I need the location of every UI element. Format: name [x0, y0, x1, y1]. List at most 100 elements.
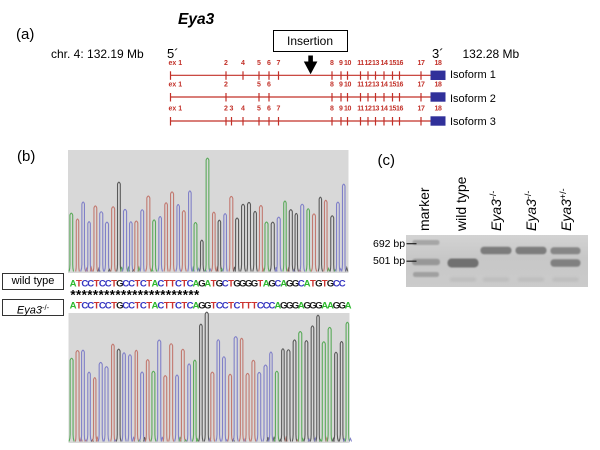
svg-text:C: C [99, 301, 106, 312]
svg-text:T: T [181, 279, 187, 290]
svg-text:T: T [228, 279, 234, 290]
svg-text:A: A [321, 301, 328, 312]
svg-text:C: C [140, 279, 147, 290]
svg-text:A: A [204, 279, 211, 290]
svg-text:C: C [187, 279, 194, 290]
svg-text:A: A [152, 279, 159, 290]
svg-text:5: 5 [257, 82, 261, 89]
svg-text:*: * [82, 288, 88, 303]
svg-text:*: * [172, 288, 178, 303]
svg-text:*: * [98, 288, 104, 303]
svg-text:6: 6 [267, 106, 271, 113]
svg-text:G: G [327, 279, 334, 290]
svg-text:C: C [157, 279, 164, 290]
svg-text:*: * [110, 288, 116, 303]
svg-text:14: 14 [381, 106, 388, 113]
svg-text:C: C [257, 301, 264, 312]
svg-text:C: C [222, 279, 229, 290]
svg-text:2: 2 [224, 106, 228, 113]
svg-text:G: G [292, 279, 299, 290]
svg-text:G: G [315, 301, 322, 312]
svg-text:9: 9 [339, 60, 343, 67]
svg-text:A: A [70, 279, 77, 290]
svg-text:12: 12 [365, 60, 372, 67]
svg-text:G: G [309, 301, 316, 312]
svg-text:*: * [70, 288, 76, 303]
svg-text:C: C [157, 301, 164, 312]
svg-text:*: * [138, 288, 144, 303]
svg-text:G: G [198, 279, 205, 290]
svg-text:C: C [269, 301, 276, 312]
svg-text:G: G [216, 279, 223, 290]
svg-text:3: 3 [230, 106, 234, 113]
svg-text:10: 10 [344, 60, 351, 67]
svg-text:*: * [93, 288, 99, 303]
svg-text:G: G [268, 279, 275, 290]
svg-text:T: T [146, 279, 152, 290]
svg-text:*: * [166, 288, 172, 303]
svg-text:C: C [187, 301, 194, 312]
svg-text:17: 17 [418, 82, 425, 89]
svg-text:*: * [149, 288, 155, 303]
svg-text:A: A [193, 279, 200, 290]
svg-text:C: C [175, 279, 182, 290]
svg-text:9: 9 [339, 106, 343, 113]
svg-text:*: * [87, 288, 93, 303]
svg-text:6: 6 [267, 82, 271, 89]
svg-text:7: 7 [277, 106, 281, 113]
svg-text:T: T [111, 301, 117, 312]
svg-text:A: A [345, 301, 352, 312]
svg-text:ex 1: ex 1 [169, 82, 183, 89]
svg-text:C: C [81, 279, 88, 290]
svg-text:A: A [193, 301, 200, 312]
svg-text:*: * [183, 288, 189, 303]
svg-text:11: 11 [357, 82, 364, 89]
svg-text:C: C [298, 279, 305, 290]
svg-text:C: C [122, 301, 129, 312]
svg-text:C: C [128, 279, 135, 290]
svg-text:15: 15 [389, 82, 396, 89]
svg-text:C: C [81, 301, 88, 312]
svg-text:*: * [76, 288, 82, 303]
svg-text:4: 4 [241, 106, 245, 113]
svg-text:T: T [111, 279, 117, 290]
svg-text:C: C [175, 301, 182, 312]
svg-text:*: * [194, 288, 200, 303]
svg-text:C: C [105, 301, 112, 312]
svg-text:T: T [211, 301, 217, 312]
svg-text:16: 16 [396, 106, 403, 113]
svg-text:*: * [160, 288, 166, 303]
svg-text:A: A [152, 301, 159, 312]
svg-text:A: A [70, 301, 77, 312]
svg-text:T: T [252, 301, 258, 312]
svg-text:C: C [105, 279, 112, 290]
svg-text:17: 17 [418, 60, 425, 67]
svg-text:T: T [94, 301, 100, 312]
svg-text:T: T [310, 279, 316, 290]
svg-text:T: T [246, 301, 252, 312]
svg-text:T: T [170, 301, 176, 312]
svg-text:T: T [146, 301, 152, 312]
svg-text:18: 18 [435, 82, 442, 89]
svg-text:G: G [233, 279, 240, 290]
svg-text:14: 14 [381, 60, 388, 67]
svg-text:2: 2 [224, 60, 228, 67]
svg-text:ex 1: ex 1 [169, 106, 183, 113]
svg-text:10: 10 [344, 82, 351, 89]
svg-text:T: T [181, 301, 187, 312]
svg-text:5: 5 [257, 106, 261, 113]
svg-text:18: 18 [435, 106, 442, 113]
svg-text:15: 15 [389, 106, 396, 113]
svg-text:G: G [286, 301, 293, 312]
svg-text:T: T [170, 279, 176, 290]
svg-text:G: G [239, 279, 246, 290]
svg-text:5: 5 [257, 60, 261, 67]
svg-text:G: G [198, 301, 205, 312]
svg-text:C: C [333, 279, 340, 290]
svg-text:*: * [177, 288, 183, 303]
svg-text:G: G [333, 301, 340, 312]
svg-text:G: G [251, 279, 258, 290]
svg-text:T: T [211, 279, 217, 290]
svg-text:C: C [263, 301, 270, 312]
svg-text:8: 8 [330, 82, 334, 89]
